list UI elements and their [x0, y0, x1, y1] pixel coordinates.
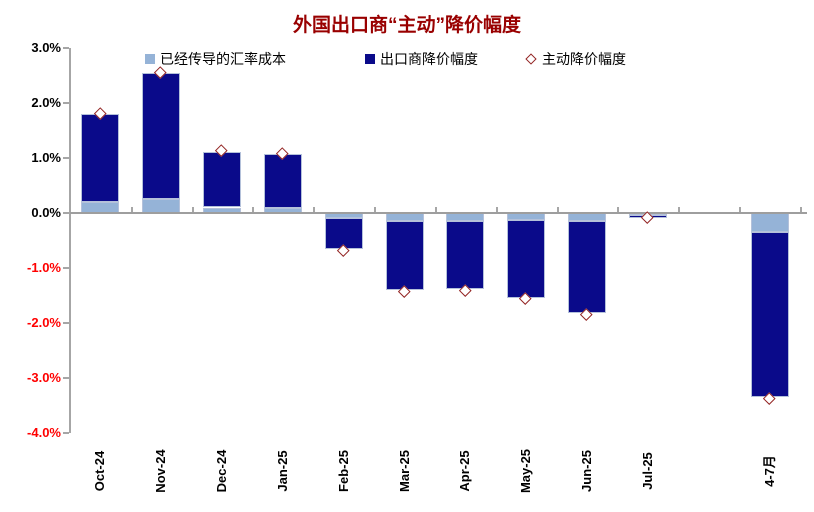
- x-axis-tick: [313, 207, 316, 212]
- y-axis-label: 3.0%: [31, 40, 61, 56]
- bar-segment: [446, 221, 485, 289]
- bar-segment: [568, 221, 607, 313]
- x-axis-label: May-25: [518, 448, 534, 494]
- legend-item-exporter-cut: 出口商降价幅度: [365, 50, 478, 68]
- x-axis-label: Jun-25: [579, 450, 595, 492]
- x-axis-tick: [799, 207, 802, 212]
- y-axis-tick: [63, 431, 69, 434]
- bar-segment: [81, 114, 120, 202]
- y-axis-label: 1.0%: [31, 150, 61, 166]
- lightblue-square-icon: [145, 54, 155, 64]
- bar-segment: [446, 213, 485, 222]
- y-axis-label: 2.0%: [31, 95, 61, 111]
- y-axis-label: -1.0%: [27, 259, 61, 275]
- x-axis-label: Jan-25: [274, 450, 290, 492]
- y-axis-tick: [63, 376, 69, 379]
- y-axis-tick: [63, 321, 69, 324]
- bar-segment: [568, 213, 607, 222]
- bar-segment: [507, 213, 546, 221]
- bar-segment: [507, 220, 546, 298]
- bar-segment: [142, 73, 181, 200]
- legend-item-exchange-cost: 已经传导的汇率成本: [145, 50, 286, 68]
- bar-segment: [385, 213, 424, 222]
- x-axis-label: Feb-25: [335, 450, 351, 492]
- x-axis-tick: [374, 207, 377, 212]
- x-axis-tick: [739, 207, 742, 212]
- bar-segment: [142, 199, 181, 213]
- bar-segment: [324, 218, 363, 249]
- y-axis-label: -4.0%: [27, 424, 61, 440]
- bar-segment: [385, 221, 424, 290]
- y-axis-tick: [63, 157, 69, 160]
- x-axis-tick: [617, 207, 620, 212]
- x-axis-zero-line: [70, 212, 807, 214]
- y-axis-line: [69, 48, 71, 433]
- x-axis-label: Apr-25: [457, 450, 473, 492]
- x-axis-tick: [130, 207, 133, 212]
- bar-segment: [750, 232, 789, 397]
- x-axis-label: Mar-25: [396, 450, 412, 492]
- legend-item-active-cut: 主动降价幅度: [525, 50, 626, 68]
- navy-square-icon: [365, 54, 375, 64]
- x-axis-label: Jul-25: [639, 452, 655, 490]
- y-axis-label: -3.0%: [27, 369, 61, 385]
- bar-segment: [263, 154, 302, 208]
- x-axis-tick: [252, 207, 255, 212]
- x-axis-label: Nov-24: [153, 449, 169, 493]
- y-axis-tick: [63, 47, 69, 50]
- y-axis-tick: [63, 266, 69, 269]
- bar-segment: [750, 213, 789, 233]
- y-axis-tick: [63, 212, 69, 214]
- x-axis-label: Dec-24: [214, 449, 230, 493]
- x-axis-tick: [495, 207, 498, 212]
- y-axis-label: -2.0%: [27, 314, 61, 330]
- y-axis-label: 0.0%: [31, 205, 61, 220]
- y-axis-tick: [63, 102, 69, 105]
- legend-label-active-cut: 主动降价幅度: [542, 51, 626, 67]
- bar-segment: [203, 151, 242, 208]
- legend-label-exporter-cut: 出口商降价幅度: [380, 51, 478, 67]
- x-axis-label: 4-7月: [761, 455, 777, 487]
- x-axis-tick: [678, 207, 681, 212]
- x-axis-tick: [556, 207, 559, 212]
- x-axis-tick: [434, 207, 437, 212]
- x-axis-tick: [191, 207, 194, 212]
- x-axis-label: Oct-24: [92, 450, 108, 492]
- legend-label-exchange-cost: 已经传导的汇率成本: [160, 51, 286, 67]
- chart-title: 外国出口商“主动”降价幅度: [292, 15, 521, 36]
